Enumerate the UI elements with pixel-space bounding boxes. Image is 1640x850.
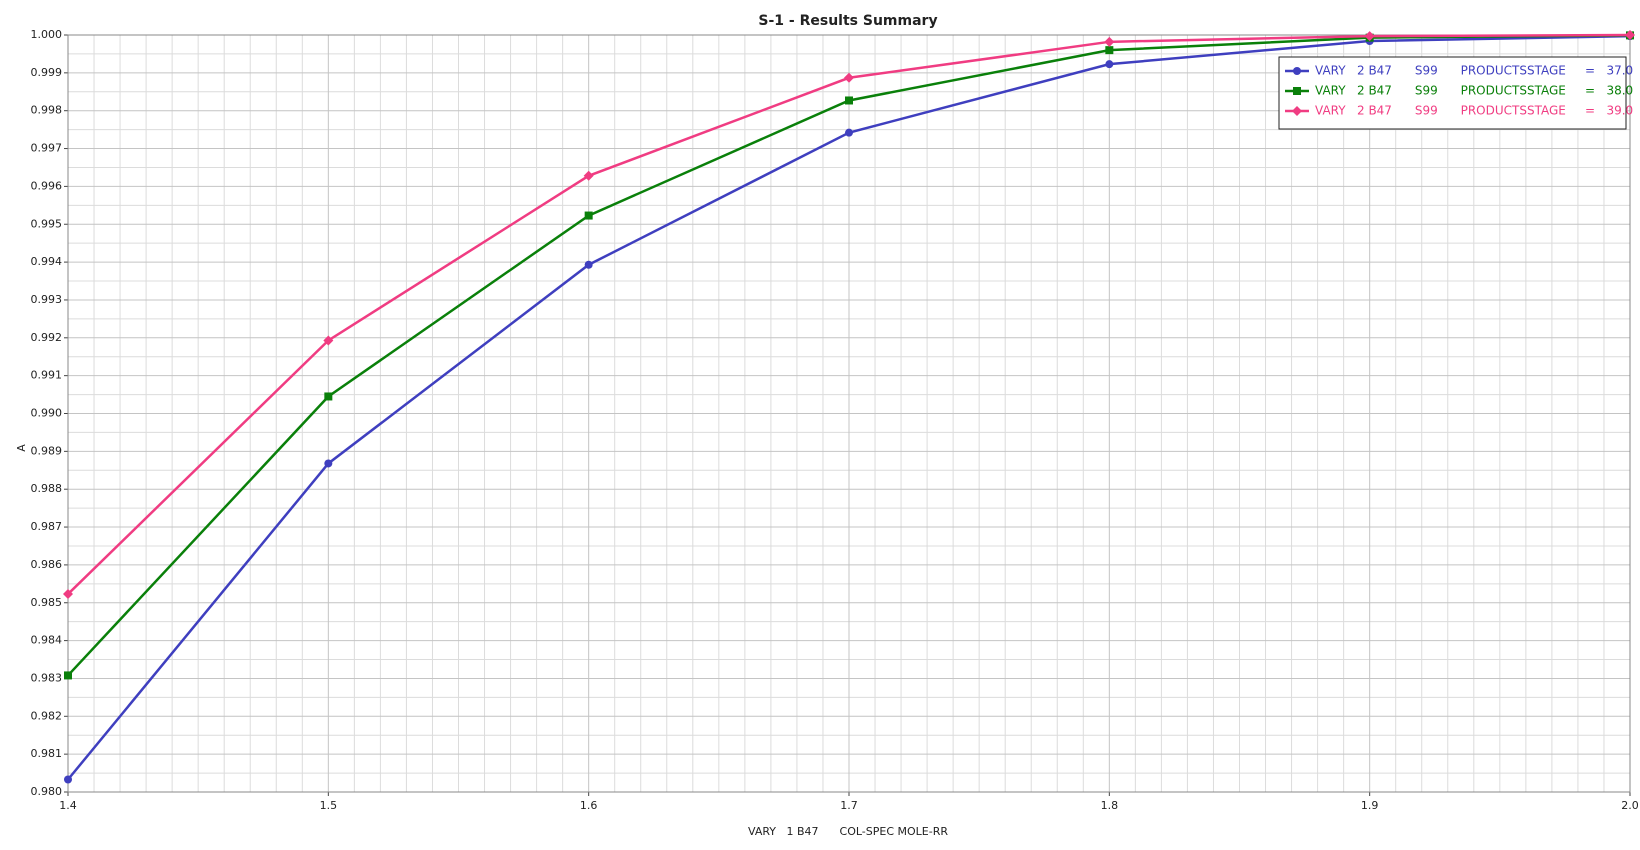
marker xyxy=(1293,67,1301,75)
legend-label: VARY 2 B47 S99 PRODUCTSSTAGE = 38.0 xyxy=(1315,84,1633,98)
marker xyxy=(1292,106,1302,116)
y-tick-label: 0.996 xyxy=(31,179,63,192)
x-tick-label: 1.6 xyxy=(580,799,598,812)
x-tick-label: 1.4 xyxy=(59,799,77,812)
marker xyxy=(324,392,333,401)
y-tick-label: 0.988 xyxy=(31,482,63,495)
legend-label: VARY 2 B47 S99 PRODUCTSSTAGE = 39.0 xyxy=(1315,104,1633,118)
marker xyxy=(1104,36,1115,47)
y-tick-label: 0.985 xyxy=(31,596,63,609)
marker xyxy=(844,72,854,83)
marker xyxy=(324,459,333,468)
marker xyxy=(63,589,73,600)
marker xyxy=(1293,87,1301,95)
plot-area xyxy=(63,30,1635,784)
y-tick-label: 0.994 xyxy=(31,255,63,268)
y-tick-label: 0.982 xyxy=(31,709,63,722)
marker xyxy=(1625,30,1635,40)
y-axis-label: A xyxy=(15,444,28,452)
y-tick-label: 0.992 xyxy=(31,331,63,344)
marker xyxy=(1105,46,1114,55)
y-tick-label: 0.987 xyxy=(31,520,63,533)
marker xyxy=(584,211,593,220)
marker xyxy=(1105,60,1114,69)
legend: VARY 2 B47 S99 PRODUCTSSTAGE = 37.0 VARY … xyxy=(1278,56,1633,130)
y-tick-label: 0.999 xyxy=(31,66,63,79)
x-tick-label: 1.8 xyxy=(1101,799,1119,812)
y-tick-label: 1.000 xyxy=(31,28,63,41)
y-tick-label: 0.983 xyxy=(31,671,63,684)
y-tick-label: 0.984 xyxy=(31,634,63,647)
legend-box xyxy=(1278,56,1627,130)
y-tick-label: 0.986 xyxy=(31,558,63,571)
marker xyxy=(845,96,853,105)
legend-label: VARY 2 B47 S99 PRODUCTSSTAGE = 37.0 xyxy=(1315,64,1633,78)
y-tick-label: 0.993 xyxy=(31,293,63,306)
y-tick-label: 0.990 xyxy=(31,407,63,420)
marker xyxy=(845,128,853,137)
y-tick-label: 0.995 xyxy=(31,217,63,230)
marker xyxy=(64,671,72,680)
y-tick-label: 0.991 xyxy=(31,369,63,382)
y-tick-label: 0.980 xyxy=(31,785,63,798)
x-tick-label: 1.5 xyxy=(320,799,338,812)
marker xyxy=(64,775,72,784)
marker xyxy=(1364,31,1375,42)
marker xyxy=(584,260,593,269)
x-axis-label: VARY 1 B47 COL-SPEC MOLE-RR xyxy=(748,825,948,838)
x-tick-label: 1.7 xyxy=(840,799,858,812)
y-tick-label: 0.998 xyxy=(31,104,63,117)
y-tick-label: 0.997 xyxy=(31,142,63,155)
plot-frame xyxy=(67,34,1631,793)
y-tick-label: 0.981 xyxy=(31,747,63,760)
y-tick-label: 0.989 xyxy=(31,444,63,457)
marker xyxy=(583,170,594,181)
marker xyxy=(323,335,334,346)
chart-title: S-1 - Results Summary xyxy=(758,13,937,29)
x-tick-label: 2.0 xyxy=(1621,799,1639,812)
x-tick-label: 1.9 xyxy=(1361,799,1379,812)
